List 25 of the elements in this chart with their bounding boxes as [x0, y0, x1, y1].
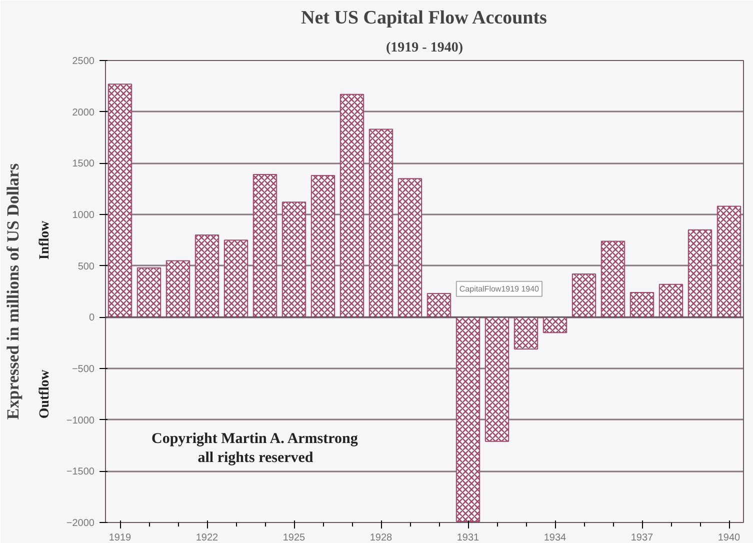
y-tick-label: 0 — [88, 312, 95, 324]
x-tick-label: 1928 — [370, 532, 393, 543]
text: Outflow — [38, 368, 52, 419]
y-tick-label: 1500 — [72, 158, 95, 170]
y-tick-label: 2000 — [72, 107, 95, 118]
x-tick-label: 1934 — [544, 532, 567, 543]
x-tick-label: 1922 — [196, 532, 219, 543]
y-tick-label: −2000 — [66, 518, 95, 529]
text: Inflow — [38, 220, 52, 260]
y-tick-label: 2500 — [72, 56, 95, 67]
chart-title: Net US Capital Flow Accounts — [301, 8, 547, 28]
annotation: CapitalFlow1919 1940 — [459, 284, 540, 294]
y-tick-label: 500 — [78, 261, 95, 272]
chart-subtitle: (1919 - 1940) — [386, 40, 464, 56]
y-axis-title: Expressed in millions of US Dollars — [4, 163, 22, 420]
x-tick-label: 1919 — [108, 532, 132, 543]
y-tick-label: −1500 — [66, 466, 95, 478]
x-tick-label: 1931 — [456, 532, 480, 543]
x-tick-label: 1937 — [630, 532, 654, 543]
x-tick-label: 1925 — [282, 532, 306, 543]
y-tick-label: −500 — [72, 364, 95, 375]
y-tick-label: −1000 — [66, 415, 95, 426]
annotation: Copyright Martin A. Armstrong all rights reserved — [151, 430, 358, 466]
x-tick-label: 1940 — [718, 532, 741, 543]
y-tick-label: 1000 — [72, 210, 95, 221]
